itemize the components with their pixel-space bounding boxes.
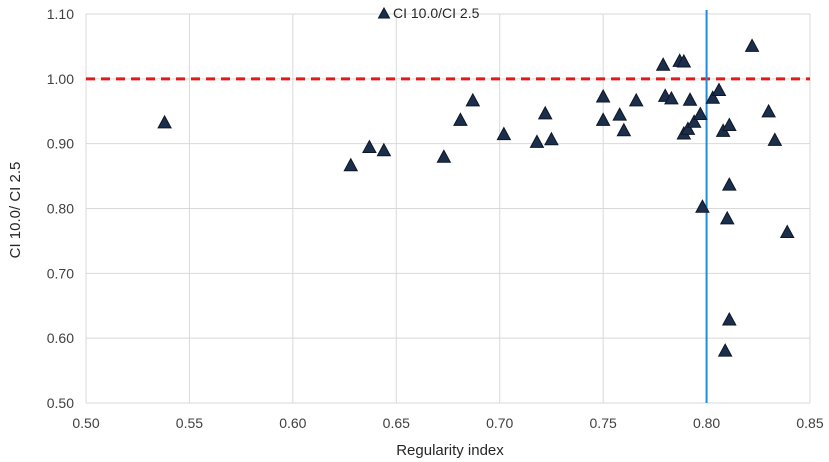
x-tick-label: 0.70 bbox=[486, 415, 513, 431]
y-tick-label: 1.10 bbox=[47, 6, 74, 22]
legend: CI 10.0/CI 2.5 bbox=[377, 5, 480, 21]
reference-lines bbox=[86, 10, 810, 403]
data-point bbox=[529, 134, 545, 148]
y-tick-label: 1.00 bbox=[47, 71, 74, 87]
data-point bbox=[717, 343, 733, 357]
data-point bbox=[721, 177, 737, 191]
data-point bbox=[544, 131, 559, 146]
data-point bbox=[761, 103, 776, 118]
x-tick-label: 0.80 bbox=[693, 415, 720, 431]
data-point bbox=[721, 117, 737, 132]
data-point bbox=[616, 122, 632, 137]
data-point bbox=[362, 139, 377, 154]
data-point bbox=[436, 149, 452, 163]
y-tick-label: 0.50 bbox=[47, 395, 74, 411]
data-point bbox=[676, 53, 692, 68]
x-axis-title: Regularity index bbox=[396, 442, 504, 459]
data-point bbox=[693, 106, 708, 120]
data-point bbox=[612, 107, 628, 121]
legend-marker-triangle bbox=[377, 6, 391, 19]
data-point bbox=[686, 114, 702, 128]
data-point bbox=[767, 132, 783, 146]
data-point bbox=[664, 90, 679, 105]
data-point bbox=[695, 199, 710, 213]
data-point bbox=[537, 105, 553, 120]
y-tick-label: 0.70 bbox=[47, 265, 74, 281]
y-axis-ticks: 0.50 0.60 0.70 0.80 0.90 1.00 1.10 bbox=[47, 6, 74, 411]
x-tick-label: 0.65 bbox=[383, 415, 410, 431]
data-point bbox=[376, 142, 392, 157]
y-axis-title: CI 10.0/ CI 2.5 bbox=[7, 162, 24, 259]
data-point bbox=[465, 92, 481, 107]
data-point bbox=[453, 112, 468, 126]
data-point bbox=[595, 112, 611, 126]
data-point bbox=[705, 90, 721, 104]
legend-label: CI 10.0/CI 2.5 bbox=[393, 5, 480, 21]
x-tick-label: 0.50 bbox=[72, 415, 99, 431]
data-point bbox=[719, 210, 735, 225]
x-axis-ticks: 0.50 0.55 0.60 0.65 0.70 0.75 0.80 0.85 bbox=[72, 415, 823, 431]
data-point bbox=[496, 126, 512, 141]
data-point bbox=[680, 121, 696, 135]
data-point bbox=[655, 57, 671, 71]
x-tick-label: 0.85 bbox=[796, 415, 823, 431]
data-point bbox=[682, 92, 698, 106]
data-point bbox=[343, 157, 359, 172]
x-tick-label: 0.75 bbox=[590, 415, 617, 431]
data-point bbox=[157, 114, 172, 129]
data-point bbox=[595, 88, 611, 103]
y-tick-label: 0.60 bbox=[47, 330, 74, 346]
data-point bbox=[721, 311, 737, 326]
data-point bbox=[744, 38, 760, 52]
y-tick-label: 0.90 bbox=[47, 136, 74, 152]
data-point bbox=[711, 82, 727, 97]
data-points bbox=[157, 38, 795, 357]
data-point bbox=[628, 92, 644, 107]
x-tick-label: 0.60 bbox=[279, 415, 306, 431]
y-tick-label: 0.80 bbox=[47, 201, 74, 217]
x-tick-label: 0.55 bbox=[176, 415, 203, 431]
data-point bbox=[779, 224, 795, 238]
